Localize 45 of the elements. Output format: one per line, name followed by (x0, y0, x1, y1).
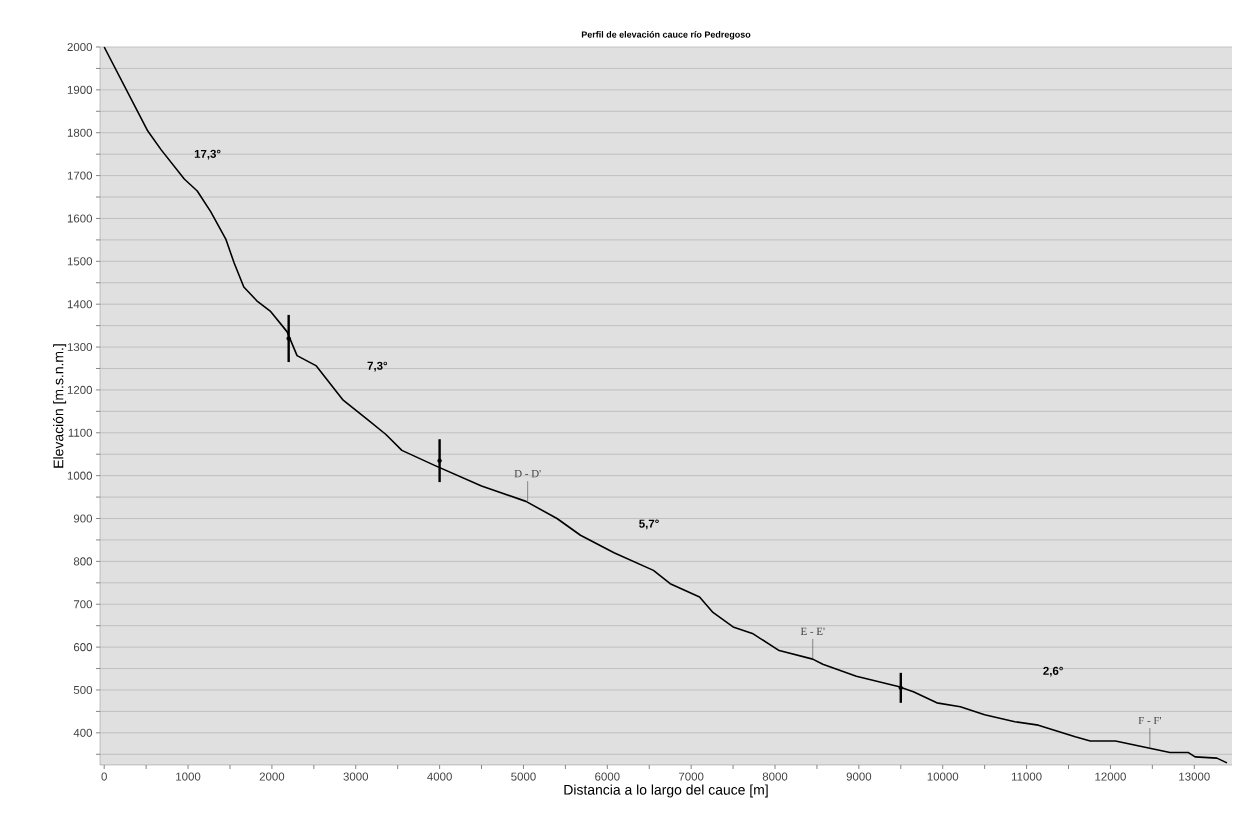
point (437, 458, 442, 463)
y-tick-label: 1600 (67, 214, 93, 223)
annotation: F - F' (1138, 716, 1162, 725)
annotation: D - D' (514, 469, 541, 478)
x-tick-label: 3000 (343, 772, 369, 781)
annotation: E - E' (800, 627, 825, 635)
chart-title: Perfil de elevación cauce río Pedregoso (581, 31, 751, 40)
point (898, 685, 903, 691)
x-tick-label: 5000 (511, 772, 536, 781)
x-tick-label: 9000 (846, 772, 872, 781)
point (286, 336, 291, 341)
annotation: 7,3° (367, 361, 388, 372)
y-tick-label: 400 (73, 728, 93, 737)
annotation: 17,3° (194, 149, 221, 160)
x-tick-label: 13000 (1179, 772, 1210, 781)
x-tick-label: 8000 (762, 772, 788, 781)
y-tick-label: 700 (73, 600, 93, 609)
annotation: 2,6° (1043, 666, 1063, 677)
y-tick-label: 1800 (67, 128, 93, 137)
x-tick-label: 7000 (679, 772, 704, 781)
annotation: 5,7° (639, 519, 659, 530)
y-tick-label: 1900 (67, 85, 93, 94)
y-tick-label: 1500 (67, 257, 93, 266)
x-tick-label: 1000 (176, 772, 201, 781)
line-series (103, 46, 1228, 764)
x-tick-label: 10000 (927, 772, 959, 781)
y-tick-label: 1200 (67, 385, 93, 394)
y-tick-label: 800 (73, 557, 93, 566)
y-tick-label: 1400 (67, 300, 93, 309)
y-tick-label: 1300 (67, 343, 93, 352)
y-tick-label: 2000 (67, 42, 93, 52)
y-tick-label: 600 (73, 643, 93, 652)
x-tick-label: 11000 (1011, 772, 1042, 781)
x-tick-label: 2000 (259, 772, 285, 781)
y-axis-title: Elevación [m.s.n.m.] (52, 344, 67, 468)
x-axis-title: Distancia a lo largo del cauce [m] (564, 784, 768, 798)
y-tick-label: 900 (73, 514, 93, 523)
x-tick-label: 0 (101, 772, 107, 781)
y-tick-label: 1700 (67, 171, 93, 180)
x-tick-label: 6000 (595, 772, 620, 781)
y-tick-label: 500 (73, 685, 93, 695)
y-tick-label: 1000 (67, 471, 93, 480)
x-tick-label: 12000 (1095, 772, 1126, 781)
x-tick-label: 4000 (427, 772, 452, 781)
y-tick-label: 1100 (68, 428, 93, 437)
